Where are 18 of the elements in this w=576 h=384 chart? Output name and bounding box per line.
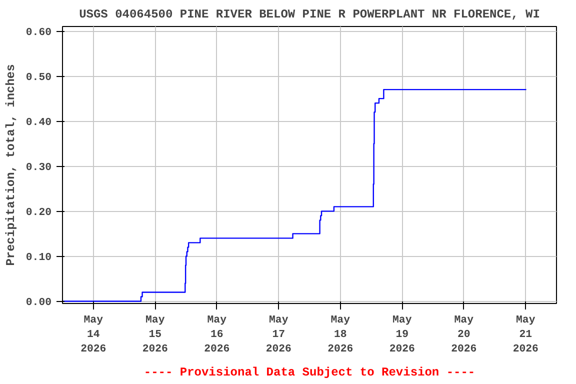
y-tick-label: 0.10: [26, 252, 52, 264]
y-tick-label: 0.40: [26, 117, 52, 130]
y-tick-label: 0.30: [26, 162, 52, 174]
chart-title: USGS 04064500 PINE RIVER BELOW PINE R POWERPLANT NR FLORENCE, WI: [79, 8, 540, 22]
x-tick-label: May 17 2026: [266, 314, 292, 356]
x-tick-label: May 16 2026: [204, 314, 230, 356]
x-tick-label: May 18 2026: [328, 314, 354, 356]
x-tick-label: May 21 2026: [512, 314, 538, 356]
text: ---- Provisional Data Subject to Revision ----: [144, 366, 476, 380]
x-tick-label: May 14 2026: [80, 314, 106, 356]
x-tick-label: May 15 2026: [142, 314, 168, 356]
y-tick-label: 0.00: [26, 297, 52, 310]
y-tick-label: 0.50: [26, 72, 52, 84]
y-tick-label: 0.20: [26, 207, 52, 220]
y-tick-label: 0.60: [26, 27, 52, 40]
x-tick-label: May 20 2026: [451, 314, 477, 356]
y-axis-title: Precipitation, total, inches: [4, 64, 18, 266]
x-tick-label: May 19 2026: [389, 314, 415, 356]
